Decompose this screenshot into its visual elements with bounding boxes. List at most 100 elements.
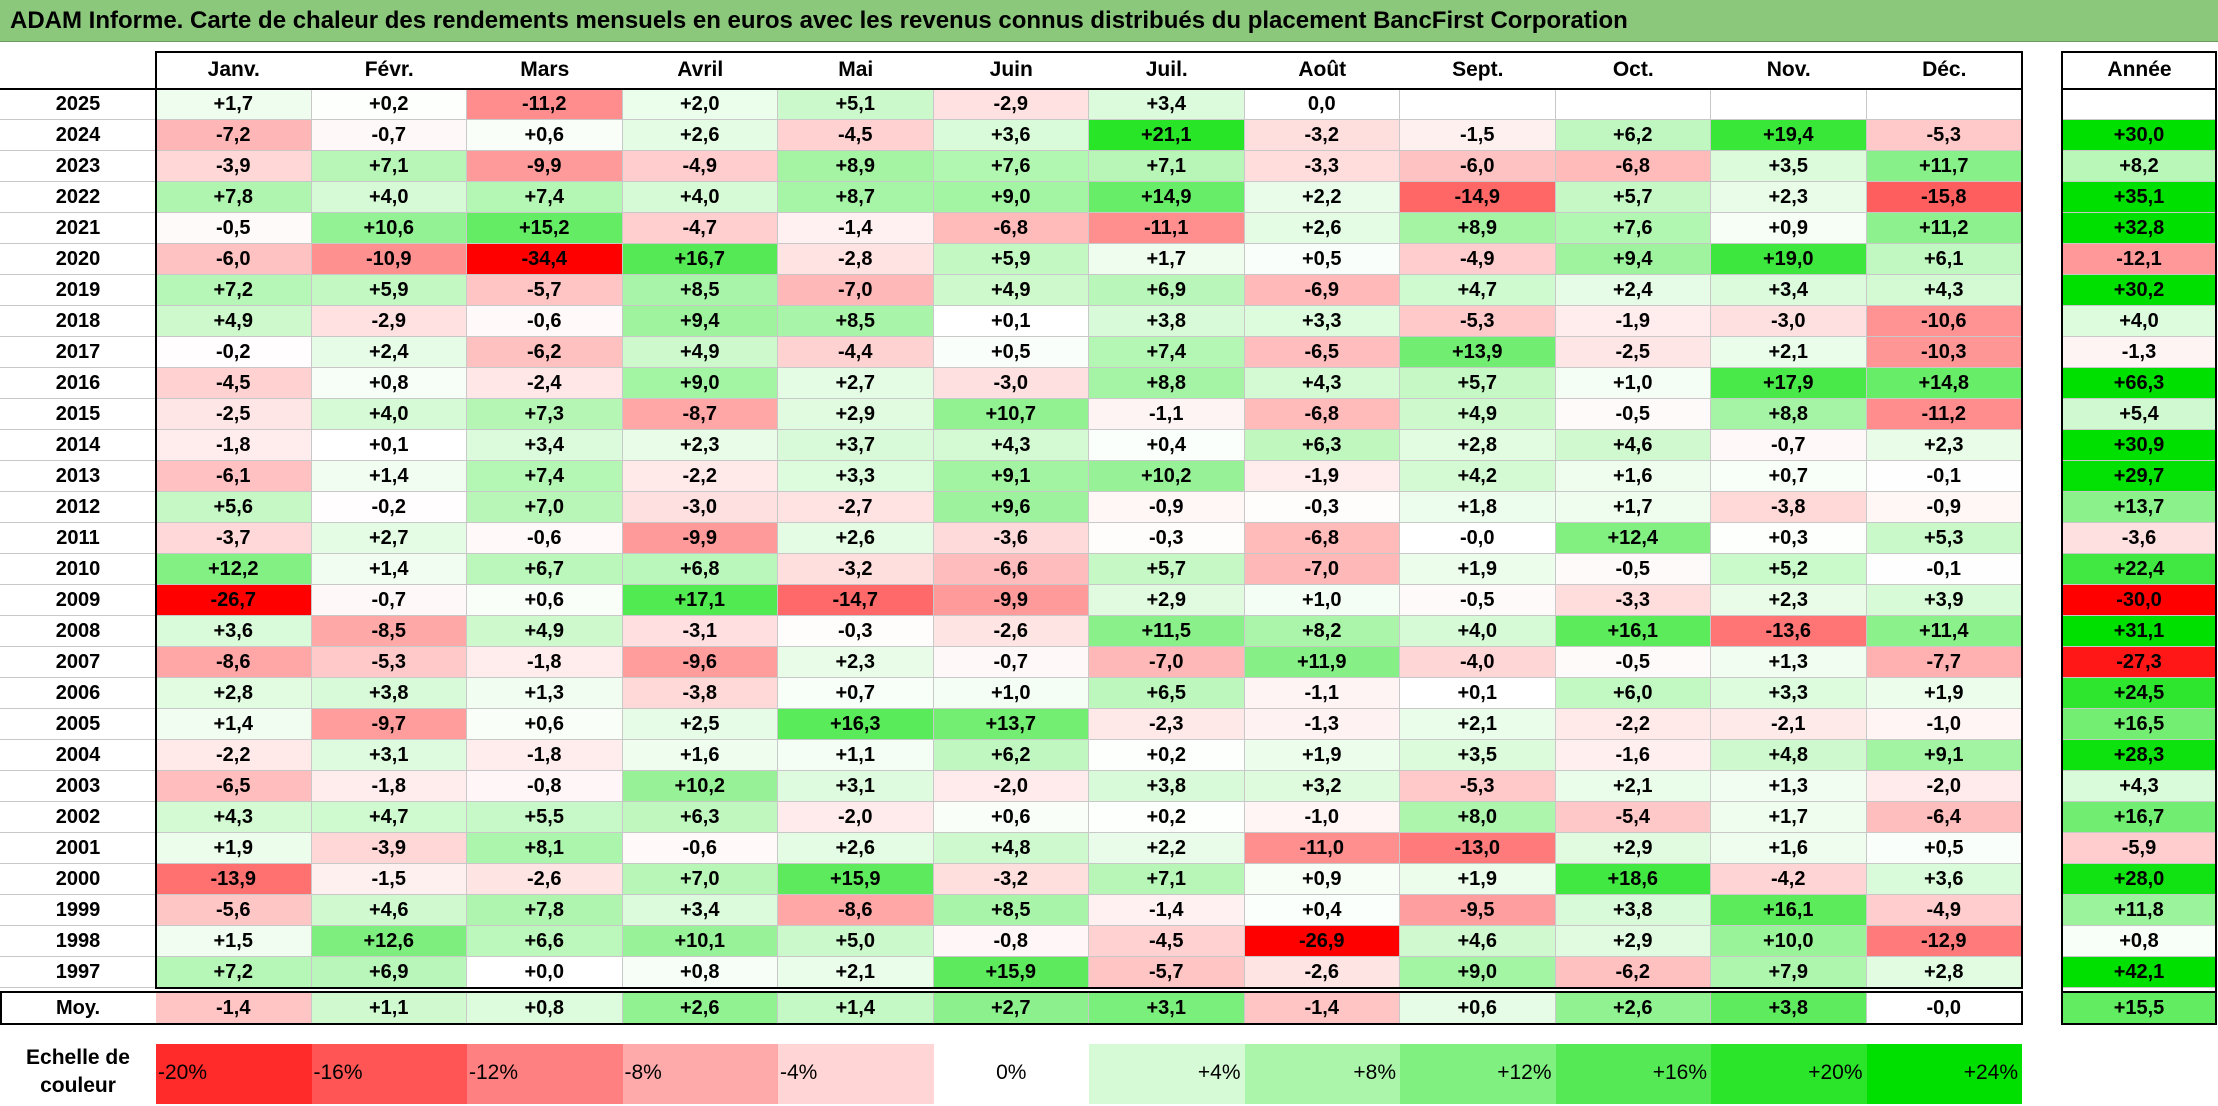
heatmap-cell: -1,8	[467, 647, 623, 678]
heatmap-cell: +1,4	[311, 461, 467, 492]
month-header: Sept.	[1452, 58, 1504, 81]
heatmap-cell: -13,9	[156, 864, 312, 895]
heatmap-cell: -0,6	[467, 306, 623, 337]
month-header: Juil.	[1145, 58, 1188, 81]
row-year-label: 2022	[0, 182, 156, 213]
heatmap-cell: +10,2	[622, 771, 778, 802]
heatmap-cell: +0,5	[1866, 833, 2022, 864]
heatmap-cell: -7,2	[156, 120, 312, 151]
heatmap-cell: +0,1	[933, 306, 1089, 337]
heatmap-cell: +5,1	[778, 89, 934, 120]
heatmap-cell: -4,5	[156, 368, 312, 399]
heatmap-cell: -6,6	[933, 554, 1089, 585]
heatmap-cell: +5,0	[778, 926, 934, 957]
heatmap-cell: +3,7	[778, 430, 934, 461]
heatmap-cell: +3,6	[1866, 864, 2022, 895]
heatmap-cell: -3,3	[1244, 151, 1400, 182]
heatmap-cell: +4,3	[1244, 368, 1400, 399]
heatmap-cell: +5,7	[1400, 368, 1556, 399]
heatmap-cell	[1866, 89, 2022, 120]
heatmap-cell: -0,2	[311, 492, 467, 523]
heatmap-cell: +1,6	[1711, 833, 1867, 864]
heatmap-cell: +8,5	[622, 275, 778, 306]
heatmap-cell: -1,1	[1089, 399, 1245, 430]
heatmap-cell	[1711, 89, 1867, 120]
annual-cell: +11,8	[2062, 895, 2217, 926]
heatmap-cell: -5,3	[311, 647, 467, 678]
heatmap-cell: +1,9	[1244, 740, 1400, 771]
heatmap-cell: -3,8	[1711, 492, 1867, 523]
heatmap-cell: -6,0	[1400, 151, 1556, 182]
heatmap-cell: -11,2	[467, 89, 623, 120]
heatmap-cell: -3,2	[933, 864, 1089, 895]
heatmap-cell: +1,3	[1711, 771, 1867, 802]
heatmap-cell: -9,9	[933, 585, 1089, 616]
heatmap-cell: +0,2	[1089, 802, 1245, 833]
annual-cell: +24,5	[2062, 678, 2217, 709]
heatmap-cell: -6,9	[1244, 275, 1400, 306]
heatmap-cell: +9,4	[622, 306, 778, 337]
heatmap-cell: +2,9	[1089, 585, 1245, 616]
heatmap-cell: +4,9	[467, 616, 623, 647]
heatmap-cell: -5,7	[467, 275, 623, 306]
heatmap-cell: +10,2	[1089, 461, 1245, 492]
heatmap-cell: -0,7	[933, 647, 1089, 678]
heatmap-cell: +2,1	[778, 957, 934, 988]
heatmap-cell: +6,7	[467, 554, 623, 585]
heatmap-cell: +6,1	[1866, 244, 2022, 275]
heatmap-cell: -8,5	[311, 616, 467, 647]
heatmap-cell: +4,2	[1400, 461, 1556, 492]
row-year-label: 2013	[0, 461, 156, 492]
heatmap-cell: +6,2	[933, 740, 1089, 771]
heatmap-cell: -3,0	[1711, 306, 1867, 337]
heatmap-cell: -1,5	[1400, 120, 1556, 151]
heatmap-cell: -1,9	[1244, 461, 1400, 492]
heatmap-cell: +4,3	[156, 802, 312, 833]
heatmap-cell: +0,2	[1089, 740, 1245, 771]
heatmap-cell: +17,9	[1711, 368, 1867, 399]
heatmap-cell: +1,1	[778, 740, 934, 771]
heatmap-cell: +15,9	[933, 957, 1089, 988]
heatmap-cell: +3,9	[1866, 585, 2022, 616]
heatmap-cell: +1,9	[1866, 678, 2022, 709]
heatmap-cell: -1,8	[311, 771, 467, 802]
heatmap-cell: -3,2	[778, 554, 934, 585]
heatmap-cell: -4,4	[778, 337, 934, 368]
heatmap-cell: +0,7	[778, 678, 934, 709]
heatmap-cell: -2,5	[1555, 337, 1711, 368]
heatmap-cell: +2,9	[1555, 833, 1711, 864]
row-year-label: 2015	[0, 399, 156, 430]
heatmap-cell: +1,7	[1711, 802, 1867, 833]
annual-cell: +42,1	[2062, 957, 2217, 988]
heatmap-cell: +10,7	[933, 399, 1089, 430]
heatmap-cell: +4,8	[933, 833, 1089, 864]
heatmap-cell: -3,0	[622, 492, 778, 523]
heatmap-cell: -2,1	[1711, 709, 1867, 740]
heatmap-cell: -0,5	[1555, 647, 1711, 678]
heatmap-cell: -1,8	[156, 430, 312, 461]
heatmap-cell: +1,5	[156, 926, 312, 957]
month-header: Avril	[677, 58, 724, 81]
heatmap-cell: -0,6	[467, 523, 623, 554]
heatmap-cell: +5,7	[1089, 554, 1245, 585]
heatmap-cell: +7,4	[467, 182, 623, 213]
heatmap-cell: -1,4	[1089, 895, 1245, 926]
heatmap-cell: -4,2	[1711, 864, 1867, 895]
heatmap-cell: +0,0	[467, 957, 623, 988]
heatmap-cell: -3,1	[622, 616, 778, 647]
heatmap-cell: +0,6	[467, 709, 623, 740]
heatmap-cell: +14,8	[1866, 368, 2022, 399]
month-header: Déc.	[1922, 58, 1967, 81]
heatmap-cell: -7,7	[1866, 647, 2022, 678]
heatmap-cell: +8,9	[778, 151, 934, 182]
heatmap-cell: -3,6	[933, 523, 1089, 554]
annual-cell: +4,0	[2062, 306, 2217, 337]
heatmap-cell: +0,7	[1711, 461, 1867, 492]
heatmap-cell: +2,3	[1711, 182, 1867, 213]
heatmap-cell: +4,3	[933, 430, 1089, 461]
heatmap-cell: -9,9	[467, 151, 623, 182]
annual-cell: +66,3	[2062, 368, 2217, 399]
heatmap-cell: -7,0	[778, 275, 934, 306]
annual-cell	[2062, 89, 2217, 120]
heatmap-cell: +2,2	[1089, 833, 1245, 864]
